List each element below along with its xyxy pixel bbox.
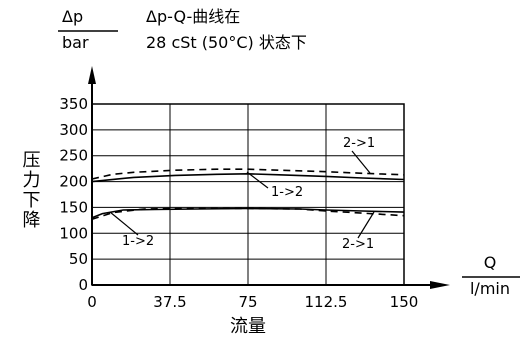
tick-labels: 0 50 100 150 200 250 300 350 0 37.5 75 112.5 150 bbox=[59, 95, 418, 311]
series-line-2 bbox=[91, 207, 405, 219]
curve-label: 2->1 bbox=[342, 237, 374, 252]
annotation-leader bbox=[357, 211, 375, 239]
x-tick-label: 0 bbox=[87, 293, 97, 311]
annotation-leader bbox=[351, 150, 371, 174]
x-tick-label: 75 bbox=[238, 293, 257, 311]
y-tick-label: 350 bbox=[59, 95, 88, 113]
x-axis-label: 流量 bbox=[230, 316, 266, 337]
curve-label: 2->1 bbox=[343, 136, 375, 151]
y-tick-label: 0 bbox=[78, 276, 88, 294]
annotation-leader bbox=[246, 171, 269, 189]
x-tick-label: 112.5 bbox=[305, 293, 348, 311]
y-tick-label: 50 bbox=[69, 250, 88, 268]
curve-label: 1->2 bbox=[122, 234, 154, 249]
y-tick-label: 100 bbox=[59, 224, 88, 242]
y-tick-label: 300 bbox=[59, 121, 88, 139]
y-unit-top: Δp bbox=[62, 7, 83, 26]
x-tick-label: 150 bbox=[390, 293, 419, 311]
annotation-leader bbox=[109, 211, 139, 236]
y-axis-label: 压力下降 bbox=[20, 150, 41, 230]
y-tick-label: 150 bbox=[59, 198, 88, 216]
series-line-1 bbox=[91, 172, 405, 183]
x-unit-bottom: l/min bbox=[470, 279, 510, 298]
y-tick-label: 250 bbox=[59, 147, 88, 165]
series-line-3 bbox=[91, 207, 405, 221]
chart-subtitle: 28 cSt (50°C) 状态下 bbox=[146, 33, 307, 52]
x-tick-label: 37.5 bbox=[153, 293, 186, 311]
curve-label: 1->2 bbox=[271, 185, 303, 200]
x-axis-arrow bbox=[430, 281, 450, 289]
y-axis-arrow bbox=[88, 66, 96, 84]
x-unit-top: Q bbox=[484, 253, 497, 272]
y-unit-bottom: bar bbox=[62, 33, 89, 52]
chart-title: Δp-Q-曲线在 bbox=[146, 7, 240, 26]
y-tick-label: 200 bbox=[59, 173, 88, 191]
series-line-0 bbox=[91, 168, 405, 180]
series-lines bbox=[91, 168, 405, 221]
curve-annotations: 2->1 1->2 1->2 2->1 bbox=[109, 136, 375, 252]
grid bbox=[91, 103, 405, 286]
